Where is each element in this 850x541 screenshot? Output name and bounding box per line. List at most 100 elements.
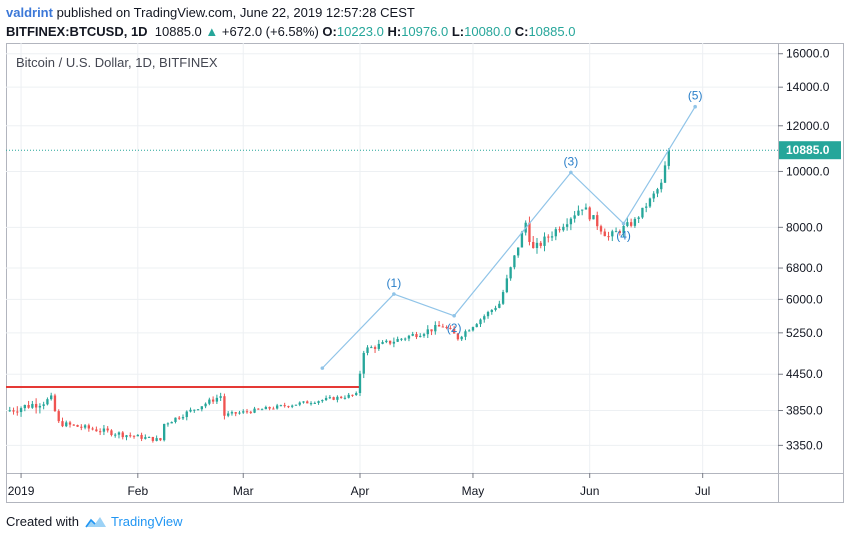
last-price-line-group: 10885.0: [6, 141, 841, 160]
candle-body: [411, 334, 414, 336]
candle-body: [426, 329, 429, 335]
candle-body: [117, 432, 121, 435]
price-tick-label: 5250.0: [786, 326, 823, 340]
candle-body: [528, 222, 531, 242]
candle-body: [339, 396, 343, 398]
wave-point[interactable]: [621, 221, 626, 226]
candle-body: [362, 352, 365, 374]
candle-body: [554, 229, 557, 237]
candle-body: [264, 406, 268, 410]
candle-body: [565, 224, 569, 227]
candle-body: [558, 229, 561, 231]
candle-body: [652, 193, 655, 199]
candle-body: [324, 397, 328, 401]
low-label: L:: [451, 24, 465, 39]
candle-body: [61, 421, 64, 427]
wave-label: (1): [387, 276, 402, 290]
candle-body: [377, 343, 380, 349]
candle-body: [208, 399, 211, 404]
wave-point[interactable]: [392, 292, 396, 296]
candle-body: [419, 335, 422, 338]
candle-body: [569, 218, 573, 225]
candle-body: [287, 406, 290, 408]
candle-body: [268, 406, 271, 409]
elliott-wave[interactable]: (1) (2) (3) (4) (5): [320, 89, 703, 370]
candle-body: [645, 206, 648, 208]
candle-body: [660, 182, 663, 190]
chart-frame: [6, 43, 844, 503]
candle-body: [294, 404, 298, 406]
candle-body: [95, 429, 98, 432]
candle-body: [483, 316, 486, 320]
tradingview-link[interactable]: TradingView: [110, 514, 183, 529]
candle-body: [498, 303, 501, 308]
candle-body: [404, 338, 407, 340]
candle-body: [129, 435, 132, 437]
candle-body: [366, 347, 369, 353]
candle-body: [611, 231, 614, 237]
candle-body: [200, 406, 203, 410]
candle-body: [31, 403, 34, 408]
candle-body: [178, 417, 181, 419]
author-link[interactable]: valdrint: [6, 5, 53, 20]
high-label: H:: [387, 24, 402, 39]
candle-body: [422, 334, 426, 336]
chart-title: Bitcoin / U.S. Dollar, 1D, BITFINEX: [16, 55, 218, 70]
price-tick-label: 12000.0: [786, 119, 830, 133]
wave-point[interactable]: [569, 170, 573, 175]
candle-body: [230, 412, 234, 414]
candle-body: [125, 435, 128, 438]
candle-body: [547, 236, 550, 238]
wave-path[interactable]: [321, 106, 696, 369]
candle-body: [358, 373, 362, 394]
price-tick-label: 3350.0: [786, 438, 823, 452]
candle-body: [381, 342, 384, 344]
price-tick-label: 4450.0: [786, 367, 823, 381]
candle-body: [57, 411, 60, 422]
candle-body: [144, 437, 147, 439]
candle-body: [91, 428, 94, 430]
candle-body: [223, 396, 226, 416]
chart-header: valdrint published on TradingView.com, J…: [6, 3, 575, 41]
wave-label: (5): [688, 89, 703, 103]
price-change: +672.0 (+6.58%): [221, 24, 319, 39]
candle-body: [110, 430, 113, 436]
candle-body: [12, 410, 15, 412]
wave-point[interactable]: [320, 366, 325, 370]
candle-body: [471, 327, 475, 331]
candle-body: [618, 231, 622, 233]
price-chart[interactable]: Bitcoin / U.S. Dollar, 1D, BITFINEX (1)(…: [6, 43, 844, 503]
candle-body: [46, 399, 49, 405]
candle-body: [468, 330, 471, 332]
candle-body: [539, 242, 542, 246]
chart-area[interactable]: Bitcoin / U.S. Dollar, 1D, BITFINEX (1)(…: [6, 43, 844, 503]
symbol-name: BITFINEX:BTCUSD, 1D: [6, 24, 148, 39]
price-tick-label: 14000.0: [786, 80, 830, 94]
candle-body: [283, 405, 286, 407]
price-tick-label: 6000.0: [786, 292, 823, 306]
time-tick-label: Jul: [695, 484, 710, 498]
candle-body: [656, 189, 659, 194]
low-value: 10080.0: [464, 24, 512, 39]
candle-body: [174, 417, 177, 422]
created-with-text: Created with: [6, 514, 79, 529]
candle-body: [132, 435, 136, 437]
candle-body: [114, 434, 117, 436]
candle-body: [388, 340, 392, 344]
candle-body: [80, 426, 83, 428]
close-label: C:: [514, 24, 529, 39]
candle-body: [102, 428, 106, 432]
candle-body: [629, 222, 633, 226]
candle-body: [486, 312, 490, 317]
candle-body: [490, 309, 493, 313]
wave-point[interactable]: [452, 313, 456, 318]
price-axis[interactable]: 16000.0 14000.0 12000.0 10000.0 8000.0 6800.0…: [778, 47, 830, 453]
candle-body: [641, 207, 644, 218]
candle-body: [573, 215, 576, 219]
wave-point[interactable]: [693, 104, 697, 109]
candle-body: [343, 397, 347, 399]
candle-body: [663, 165, 667, 183]
time-axis[interactable]: 2019 Feb Mar Apr May Jun Jul: [8, 473, 711, 498]
candle-body: [27, 405, 30, 408]
last-price-tag: [779, 141, 841, 160]
